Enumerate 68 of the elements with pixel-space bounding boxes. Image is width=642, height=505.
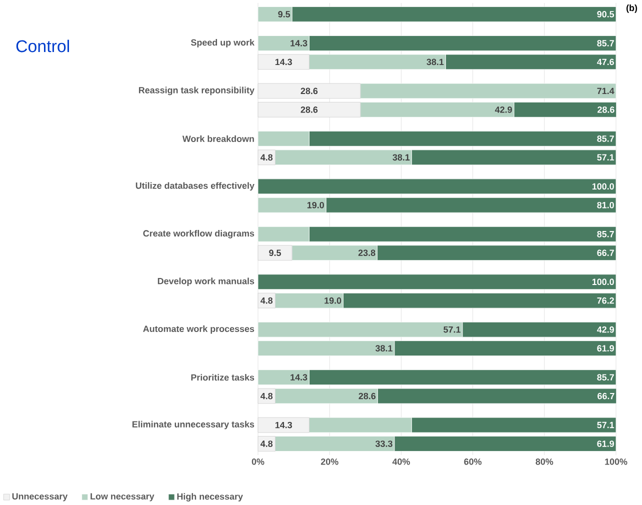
- data-label: 38.1: [392, 154, 410, 161]
- data-label: 66.7: [598, 392, 614, 400]
- data-label: 85.7: [597, 374, 614, 380]
- data-label: 28.6: [300, 106, 318, 113]
- data-label: 28.6: [358, 392, 376, 400]
- data-label: 14.3: [275, 58, 292, 66]
- x-tick-label: 40%: [392, 458, 410, 465]
- data-label: 4.8: [260, 440, 273, 447]
- y-tick-label: Eliminate unnecessary tasks: [132, 420, 254, 430]
- data-label: 76.2: [597, 297, 614, 304]
- x-tick-label: 80%: [536, 458, 554, 465]
- data-label: 42.9: [597, 326, 614, 333]
- data-label: 4.8: [260, 154, 273, 161]
- data-label: 42.9: [494, 106, 512, 113]
- y-tick-label: Develop work manuals: [158, 278, 254, 286]
- data-label: 14.3: [290, 40, 308, 46]
- bar: [258, 388, 276, 404]
- legend-label: Unnecessary: [12, 493, 68, 502]
- data-label: 23.8: [358, 250, 376, 256]
- text: Control: [16, 40, 69, 52]
- x-tick-label: 60%: [464, 458, 482, 465]
- data-label: 9.5: [278, 11, 290, 18]
- bar: [258, 54, 310, 70]
- data-label: 57.1: [444, 326, 460, 333]
- data-label: 28.6: [598, 106, 614, 113]
- data-label: 85.7: [597, 40, 614, 46]
- x-tick-label: 20%: [320, 458, 338, 465]
- y-tick-label: Utilize databases effectively: [136, 182, 254, 191]
- data-label: 38.1: [426, 58, 444, 66]
- data-label: 57.1: [597, 422, 614, 428]
- y-tick-label: Automate work processes: [143, 325, 254, 334]
- data-label: 66.7: [597, 250, 614, 256]
- text: (b): [626, 4, 638, 13]
- data-label: 85.7: [597, 135, 614, 142]
- data-label: 100.0: [592, 183, 614, 190]
- data-label: 81.0: [597, 202, 614, 208]
- bar: [258, 436, 276, 452]
- y-tick-label: Reassign task reponsibility: [138, 86, 254, 96]
- bar: [258, 292, 276, 308]
- y-tick-label: Create workflow diagrams: [143, 230, 254, 238]
- data-label: 9.5: [269, 250, 281, 256]
- data-label: 38.1: [375, 345, 392, 352]
- x-tick-label: 100%: [605, 458, 628, 465]
- data-label: 100.0: [592, 278, 614, 286]
- data-label: 4.8: [260, 297, 273, 304]
- bar: [258, 245, 292, 261]
- data-label: 4.8: [260, 392, 273, 400]
- y-tick-label: Speed up work: [190, 39, 254, 48]
- data-label: 61.9: [597, 345, 614, 352]
- bar: [258, 150, 276, 166]
- data-label: 57.1: [597, 154, 614, 161]
- data-label: 90.5: [597, 11, 614, 18]
- y-tick-label: Work breakdown: [182, 135, 254, 142]
- data-label: 61.9: [597, 440, 614, 447]
- legend-label: High necessary: [177, 493, 243, 502]
- data-label: 47.6: [597, 58, 614, 66]
- legend-label: Low necessary: [90, 493, 154, 502]
- data-label: 33.3: [375, 440, 392, 447]
- x-tick-label: 0%: [252, 458, 264, 465]
- data-label: 28.6: [300, 88, 318, 94]
- data-label: 14.3: [275, 422, 292, 428]
- data-label: 71.4: [597, 88, 614, 94]
- data-label: 14.3: [290, 374, 308, 380]
- data-label: 85.7: [597, 230, 614, 238]
- data-label: 19.0: [307, 202, 324, 208]
- y-tick-label: Prioritize tasks: [191, 374, 254, 381]
- data-label: 19.0: [324, 297, 342, 304]
- bar: [258, 102, 361, 118]
